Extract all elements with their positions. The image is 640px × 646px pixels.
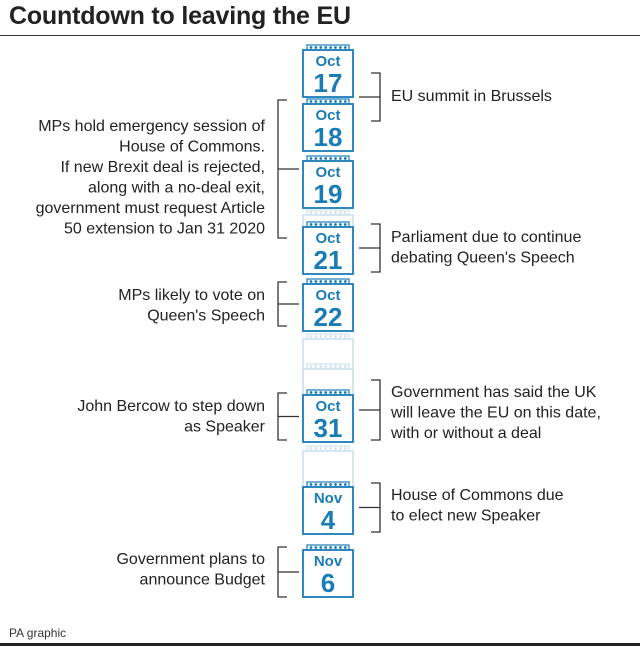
event-line: announce Budget [140,572,266,589]
event-text: EU summit in Brussels [391,88,552,105]
event-note [277,546,299,598]
event-text: Government plans to announce Budget [116,551,265,589]
calendar-month: Oct [315,287,340,304]
calendar-month: Nov [314,553,343,570]
calendar-month: Nov [314,490,343,507]
event-text: MPs hold emergency session of House of Co… [36,118,266,238]
event-note [277,392,299,441]
calendar-day: 21 [314,245,343,275]
calendar-day: 6 [321,568,335,598]
title-divider [0,35,640,36]
calendar-month: Oct [315,230,340,247]
event-line: John Bercow to step down [77,398,265,415]
event-line: 50 extension to Jan 31 2020 [64,221,265,238]
event-notes: EU summit in Brussels MPs hold emergency … [36,88,601,589]
event-text: House of Commons due to elect new Speaker [391,487,564,525]
event-note [277,99,299,239]
event-line: Parliament due to continue [391,229,581,246]
event-note [359,482,381,533]
calendar-month: Oct [315,164,340,181]
event-note [359,223,381,273]
calendar-month: Oct [315,107,340,124]
event-text: MPs likely to vote on Queen's Speech [118,287,265,325]
calendar-body [302,394,354,443]
calendar-day: 22 [314,302,343,332]
calendar-month: Oct [315,53,340,70]
credit: PA graphic [9,626,67,640]
calendar-month: Oct [315,398,340,415]
calendar-body [302,103,354,152]
calendar-day: 18 [314,122,343,152]
event-line: MPs hold emergency session of [38,118,265,135]
event-text: John Bercow to step down as Speaker [77,398,265,436]
calendar-day: 31 [314,413,343,443]
brackets [277,72,381,598]
event-line: along with a no-deal exit, [88,180,265,197]
event-line: House of Commons due [391,487,564,504]
event-line: with or without a deal [390,425,541,442]
event-line: MPs likely to vote on [118,287,265,304]
event-text: Parliament due to continue debating Queen… [391,229,581,267]
event-line: Government plans to [116,551,265,568]
calendar-body [302,283,354,332]
calendar-body [302,226,354,275]
event-text: Government has said the UK will leave the… [390,384,601,442]
calendar-day: 19 [314,179,343,209]
page-title: Countdown to leaving the EU [9,2,351,30]
event-line: to elect new Speaker [391,508,541,525]
event-note [277,281,299,327]
event-line: debating Queen's Speech [391,250,575,267]
calendar-day: 17 [314,68,343,98]
event-line: Queen's Speech [147,308,265,325]
calendar-day: 4 [321,505,336,535]
event-line: government must request Article [36,200,266,217]
event-note [359,72,381,122]
event-line: Government has said the UK [391,384,597,401]
calendar-body [302,160,354,209]
calendar-body [302,49,354,98]
event-note [359,379,381,441]
calendar-body [302,549,354,598]
footer-rule [0,643,640,646]
event-line: EU summit in Brussels [391,88,552,105]
event-line: as Speaker [184,419,266,436]
calendar-body [302,486,354,535]
event-line: will leave the EU on this date, [390,405,601,422]
event-line: If new Brexit deal is rejected, [60,159,265,176]
event-line: House of Commons. [119,139,265,156]
